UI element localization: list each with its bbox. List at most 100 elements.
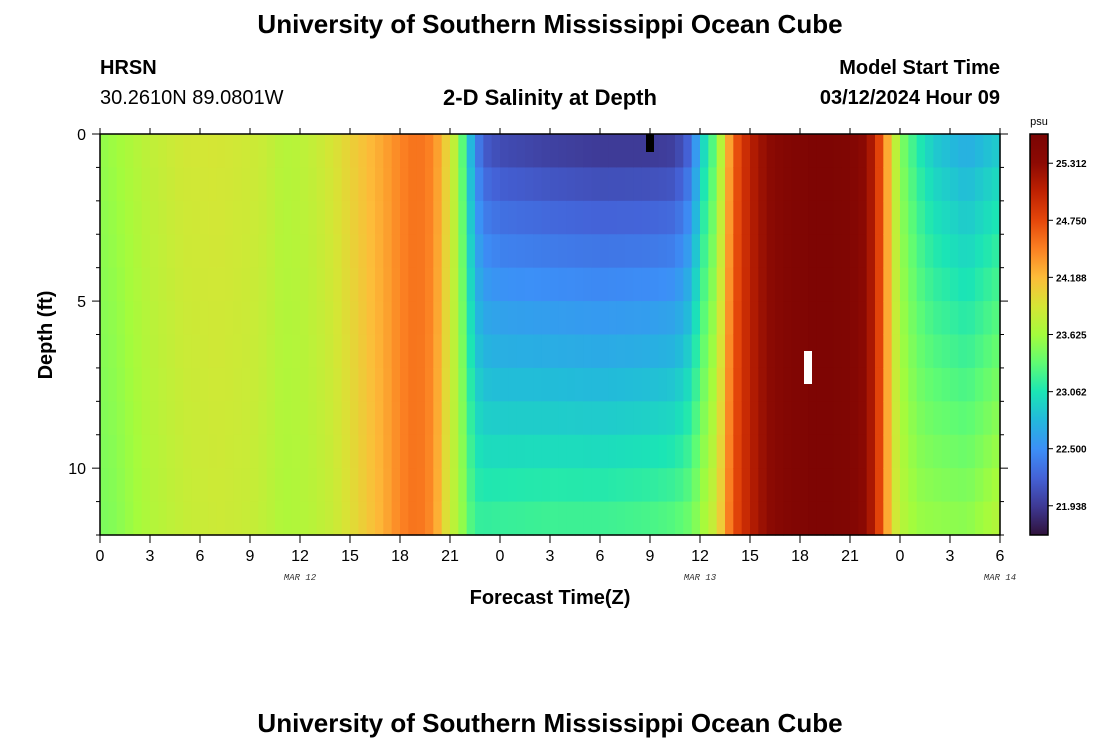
heatmap-cell <box>791 401 801 436</box>
heatmap-cell <box>350 367 359 402</box>
heatmap-cell <box>633 234 643 269</box>
heatmap-cell <box>166 134 176 169</box>
heatmap-cell <box>216 501 226 536</box>
heatmap-cell <box>566 301 576 336</box>
heatmap-cell <box>891 301 901 336</box>
heatmap-cell <box>658 334 668 369</box>
heatmap-cell <box>741 334 751 369</box>
heatmap-cell <box>741 134 751 169</box>
heatmap-cell <box>466 134 476 169</box>
heatmap-cell <box>233 301 243 336</box>
heatmap-cell <box>941 234 951 269</box>
heatmap-cell <box>875 200 884 235</box>
y-axis-label: Depth (ft) <box>35 291 57 380</box>
heatmap-cell <box>308 267 318 302</box>
heatmap-cell <box>408 334 418 369</box>
heatmap-cell <box>525 301 534 336</box>
heatmap-cell <box>450 468 459 503</box>
heatmap-cell <box>550 501 559 536</box>
heatmap-cell <box>600 401 609 436</box>
heatmap-cell <box>808 267 818 302</box>
heatmap-cell <box>283 468 293 503</box>
heatmap-cell <box>225 501 234 536</box>
y-tick-label: 0 <box>77 127 86 144</box>
heatmap-cell <box>500 334 509 369</box>
heatmap-cell <box>741 468 751 503</box>
heatmap-cell <box>758 267 768 302</box>
heatmap-cell <box>766 167 776 202</box>
heatmap-cell <box>108 267 118 302</box>
heatmap-cell <box>475 301 484 336</box>
heatmap-cell <box>433 367 443 402</box>
heatmap-cell <box>983 501 993 536</box>
heatmap-cell <box>183 267 193 302</box>
heatmap-cell <box>208 468 218 503</box>
heatmap-cell <box>791 334 801 369</box>
heatmap-cell <box>750 234 759 269</box>
heatmap-cell <box>991 334 1001 369</box>
heatmap-cell <box>675 267 684 302</box>
heatmap-cell <box>425 234 434 269</box>
heatmap-cell <box>158 301 168 336</box>
heatmap-cell <box>391 301 401 336</box>
heatmap-cell <box>900 200 909 235</box>
heatmap-cell <box>183 468 193 503</box>
heatmap-cell <box>875 401 884 436</box>
heatmap-cell <box>433 167 443 202</box>
heatmap-cell <box>483 401 493 436</box>
heatmap-cell <box>183 167 193 202</box>
heatmap-cell <box>883 367 893 402</box>
heatmap-cell <box>166 401 176 436</box>
heatmap-cell <box>100 334 109 369</box>
heatmap-cell <box>541 334 551 369</box>
heatmap-cell <box>516 367 526 402</box>
heatmap-cell <box>700 468 709 503</box>
heatmap-cell <box>525 468 534 503</box>
heatmap-cell <box>808 367 818 402</box>
heatmap-cell <box>783 334 793 369</box>
heatmap-cell <box>691 401 701 436</box>
heatmap-cell <box>341 234 351 269</box>
heatmap-cell <box>908 200 918 235</box>
heatmap-cell <box>825 167 834 202</box>
heatmap-cell <box>658 401 668 436</box>
heatmap-cell <box>450 234 459 269</box>
heatmap-cell <box>775 234 784 269</box>
heatmap-cell <box>583 401 593 436</box>
heatmap-cell <box>275 267 284 302</box>
heatmap-cell <box>333 468 343 503</box>
heatmap-cell <box>158 200 168 235</box>
heatmap-cell <box>383 434 393 469</box>
heatmap-cell <box>991 501 1001 536</box>
heatmap-cell <box>808 167 818 202</box>
heatmap-cell <box>475 167 484 202</box>
heatmap-cell <box>258 334 268 369</box>
heatmap-cell <box>333 267 343 302</box>
heatmap-cell <box>533 401 543 436</box>
heatmap-cell <box>758 234 768 269</box>
heatmap-cell <box>783 468 793 503</box>
heatmap-cell <box>400 167 409 202</box>
heatmap-cell <box>150 267 159 302</box>
heatmap-cell <box>691 301 701 336</box>
heatmap-cell <box>516 134 526 169</box>
heatmap-cell <box>425 167 434 202</box>
heatmap-cell <box>483 234 493 269</box>
heatmap-cell <box>333 234 343 269</box>
heatmap-cell <box>858 234 868 269</box>
heatmap-cell <box>816 167 826 202</box>
heatmap-cell <box>591 334 601 369</box>
heatmap-cell <box>541 301 551 336</box>
heatmap-cell <box>733 200 743 235</box>
heatmap-cell <box>433 301 443 336</box>
heatmap-cell <box>175 468 184 503</box>
heatmap-cell <box>866 301 876 336</box>
x-tick-label: 12 <box>291 548 309 565</box>
x-tick-label: 15 <box>741 548 759 565</box>
heatmap-cell <box>741 434 751 469</box>
heatmap-cell <box>500 401 509 436</box>
heatmap-cell <box>491 234 501 269</box>
heatmap-cell <box>658 501 668 536</box>
heatmap-cell <box>508 468 518 503</box>
heatmap-cell <box>625 267 634 302</box>
